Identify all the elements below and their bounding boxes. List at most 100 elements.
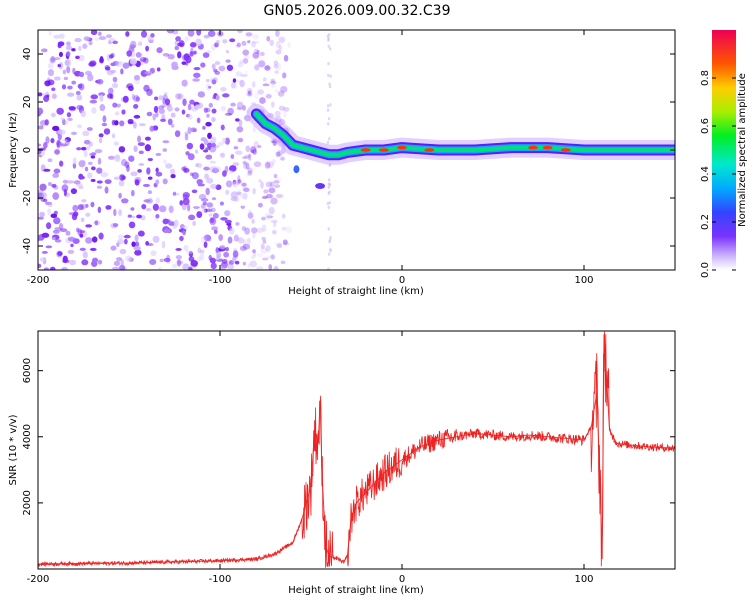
noise-blob [134,241,140,248]
noise-blob [164,98,171,106]
noise-blob [235,188,243,195]
noise-blob [82,43,88,49]
noise-blob [61,266,68,270]
noise-blob [166,254,171,261]
noise-blob [181,79,188,87]
noise-blob [90,94,99,100]
noise-blob [200,198,209,202]
noise-blob [282,72,287,79]
noise-blob [277,193,285,199]
noise-blob [144,70,152,75]
noise-blob [89,99,98,104]
noise-blob [213,68,218,73]
noise-blob [170,124,175,128]
noise-blob [110,62,116,67]
noise-blob [80,146,87,151]
noise-blob [112,40,119,45]
noise-blob [89,247,97,252]
noise-blob [260,181,264,189]
noise-blob [261,236,266,241]
noise-blob [187,153,195,161]
noise-blob [112,266,120,270]
noise-blob [326,108,330,112]
noise-blob [259,97,266,104]
noise-blob [120,198,129,204]
ridge-hotspot [424,148,435,152]
noise-blob [217,141,224,146]
noise-blob [111,133,116,139]
noise-blob [264,212,271,221]
noise-blob [102,115,107,123]
noise-blob [210,136,217,144]
noise-blob [141,203,147,210]
snr-envelope [38,334,675,565]
noise-blob [223,251,230,258]
noise-blob [219,201,225,206]
noise-blob [66,112,72,118]
noise-blob [38,235,42,241]
noise-blob [138,150,144,155]
x-tick-label: -200 [27,574,50,585]
noise-blob [134,179,140,186]
noise-blob [205,154,213,160]
noise-blob [275,242,283,247]
noise-blob [152,113,156,121]
noise-blob [94,220,99,226]
noise-blob [163,159,167,164]
noise-blob [195,38,202,46]
noise-blob [264,161,271,169]
noise-blob [228,227,235,235]
noise-blob [138,163,145,166]
noise-blob [62,69,67,75]
noise-blob [222,93,230,98]
noise-blob [181,54,190,62]
noise-blob [203,166,210,171]
noise-blob [123,234,131,239]
noise-blob [76,183,83,188]
noise-blob [172,30,179,35]
noise-blob [68,259,77,266]
noise-blob [241,182,247,187]
noise-blob [57,133,62,141]
noise-blob [79,247,86,251]
noise-blob [225,246,229,252]
noise-blob [192,128,197,133]
noise-blob [113,208,117,217]
noise-blob [211,226,219,231]
noise-blob [70,131,77,135]
noise-blob [58,33,65,39]
spectrogram-signal-ridge [246,104,675,189]
noise-blob [66,41,71,46]
noise-blob [104,66,111,71]
noise-blob [175,93,182,100]
noise-blob [254,64,260,71]
noise-blob [271,101,275,108]
noise-blob [67,117,73,121]
noise-blob [143,57,149,64]
noise-blob [147,157,153,162]
noise-blob [252,187,256,195]
noise-blob [213,229,218,234]
noise-blob [144,144,152,152]
noise-blob [237,62,244,68]
noise-blob [326,104,330,108]
noise-blob [70,243,74,248]
noise-blob [273,173,278,179]
snr-plot-area [38,331,675,569]
noise-blob [145,208,152,212]
noise-blob [182,165,188,174]
noise-blob [66,180,75,184]
noise-blob [147,176,153,180]
noise-blob [189,172,194,176]
noise-blob [57,41,65,47]
noise-blob [74,37,82,43]
noise-blob [152,235,160,243]
noise-blob [56,141,61,149]
noise-blob [278,105,286,111]
noise-blob [327,227,330,231]
noise-blob [39,257,46,262]
noise-blob [121,109,126,115]
noise-blob [252,249,257,257]
noise-blob [75,90,81,96]
